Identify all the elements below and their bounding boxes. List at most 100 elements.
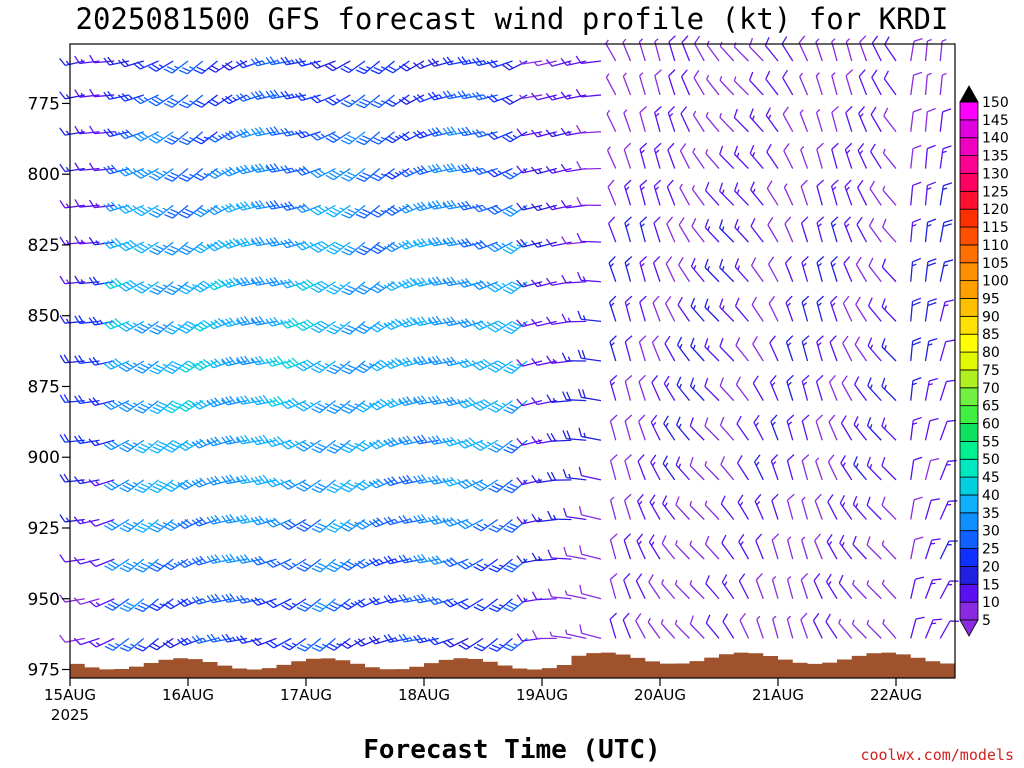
wind-barb <box>442 126 469 136</box>
wind-barb <box>458 637 484 650</box>
wind-barb <box>149 281 174 295</box>
colorbar-low-arrow <box>959 619 979 637</box>
wind-barb <box>531 357 557 366</box>
wind-barb <box>326 518 351 533</box>
wind-barb <box>635 613 646 639</box>
wind-barb <box>734 297 749 322</box>
wind-barb <box>503 598 528 612</box>
wind-barb <box>74 315 100 325</box>
wind-barb <box>73 597 100 605</box>
colorbar-swatch <box>959 458 979 478</box>
wind-barb <box>178 131 204 146</box>
wind-barb <box>355 168 381 182</box>
wind-barb <box>309 94 336 104</box>
wind-barb <box>398 474 425 485</box>
wind-barb <box>74 199 100 208</box>
wind-barb <box>413 434 439 445</box>
wind-barb <box>547 510 572 521</box>
wind-barb <box>326 320 351 335</box>
wind-barb <box>786 374 794 401</box>
wind-barb <box>939 145 952 169</box>
wind-barb <box>816 179 825 206</box>
wind-barb <box>719 112 735 133</box>
wind-barb <box>73 476 100 485</box>
wind-barb <box>871 35 882 62</box>
wind-barb <box>472 479 499 492</box>
wind-barb <box>910 71 923 96</box>
wind-barb <box>206 239 233 252</box>
wind-barb <box>665 256 676 283</box>
wind-barb <box>487 281 513 293</box>
wind-barb <box>516 477 543 486</box>
wind-barb <box>457 200 484 211</box>
wind-barb <box>749 144 764 169</box>
wind-barb <box>503 558 528 573</box>
colorbar-tick-label: 80 <box>982 345 1000 361</box>
colorbar-swatch <box>959 155 979 174</box>
wind-barb <box>296 637 322 652</box>
wind-barb <box>516 398 543 407</box>
wind-barb <box>103 237 130 249</box>
colorbar-swatch <box>959 423 979 442</box>
wind-barb <box>924 498 941 520</box>
wind-barb <box>442 598 469 608</box>
wind-barb <box>606 146 617 169</box>
wind-barb <box>816 295 825 322</box>
y-tick-label: 950 <box>28 590 60 610</box>
wind-barb <box>881 417 897 441</box>
wind-barb <box>624 216 632 243</box>
wind-barb <box>295 57 321 67</box>
wind-barb <box>341 241 366 256</box>
wind-barb <box>221 395 248 406</box>
wind-barb <box>265 517 292 528</box>
wind-barb <box>280 317 307 329</box>
wind-barb <box>675 540 690 560</box>
wind-barb <box>651 335 661 362</box>
colorbar-tick-label: 25 <box>982 542 1000 558</box>
wind-barb <box>311 558 336 573</box>
colorbar-tick-label: 95 <box>982 291 1000 307</box>
wind-barb <box>812 612 823 639</box>
wind-barb <box>799 109 809 132</box>
wind-barb <box>828 374 838 401</box>
wind-barb <box>250 315 277 326</box>
wind-barb <box>311 400 336 414</box>
wind-barb <box>910 337 922 362</box>
wind-barb <box>753 414 764 441</box>
wind-barb <box>178 60 204 75</box>
wind-barb <box>868 257 882 283</box>
wind-barb <box>280 439 307 450</box>
wind-barb <box>881 377 897 402</box>
wind-barb <box>939 259 954 282</box>
wind-barb <box>650 454 661 481</box>
wind-barb <box>772 615 779 639</box>
wind-barb <box>545 238 572 247</box>
wind-barb <box>163 479 189 492</box>
wind-barb <box>134 400 159 414</box>
wind-barb <box>815 414 823 441</box>
wind-barb <box>830 179 839 206</box>
wind-barb <box>831 38 838 62</box>
wind-barb <box>838 618 853 639</box>
wind-barb <box>118 239 145 252</box>
wind-barb <box>636 533 646 560</box>
wind-barb <box>341 281 366 296</box>
wind-barb <box>488 518 513 533</box>
wind-barb <box>280 278 307 289</box>
wind-barb <box>384 60 410 74</box>
wind-barb <box>689 615 705 639</box>
wind-barb <box>680 69 691 96</box>
wind-barb <box>816 142 824 169</box>
wind-barb <box>250 236 277 247</box>
wind-barb <box>662 455 676 481</box>
wind-barb <box>149 558 174 572</box>
wind-barb <box>296 518 322 532</box>
wind-barb <box>678 256 691 283</box>
wind-barb <box>855 256 868 283</box>
wind-barb <box>924 417 939 441</box>
colorbar-swatch <box>959 601 979 621</box>
wind-barb <box>471 166 498 176</box>
x-axis: 15AUG 16AUG 17AUG 18AUG 19AUG 20AUG 21AUG 22AUG <box>44 678 922 704</box>
wind-barb <box>815 72 823 96</box>
wind-barb <box>487 320 513 333</box>
